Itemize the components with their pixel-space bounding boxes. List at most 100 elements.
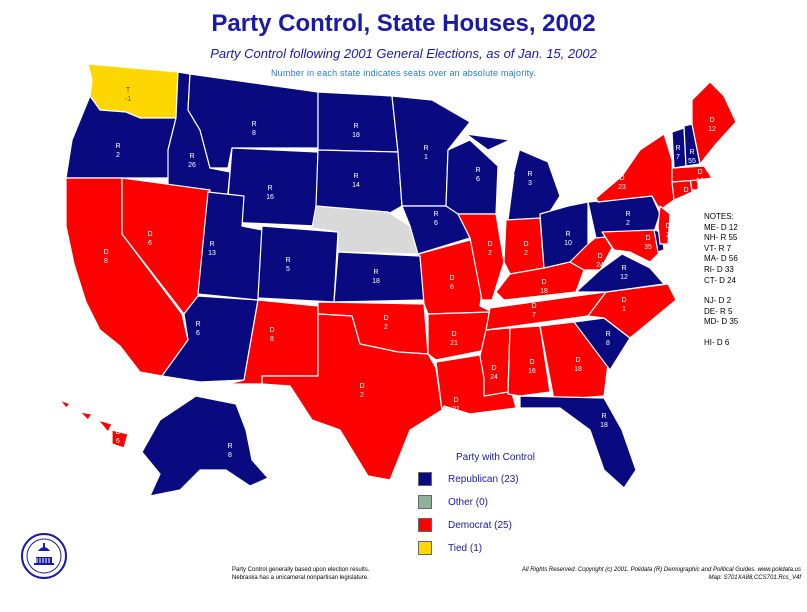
notes-heading: NOTES: [704,212,734,221]
state-label-va: R 12 [620,265,628,281]
state-ma[interactable] [671,165,713,183]
state-label-id: R 26 [188,153,196,169]
legend-label-republican: Republican (23) [448,473,519,485]
state-label-ut: R 13 [208,241,216,257]
legend-label-democrat: Democrat (25) [448,519,512,531]
state-label-ct: D 24 [682,187,690,203]
note-line: MA- D 56 [704,254,738,264]
footnote-line-1: Party Control generally based upon elect… [232,567,370,573]
state-sd[interactable] [315,149,403,215]
state-label-wa: T -1 [125,87,131,103]
state-nj[interactable] [657,205,671,245]
legend-label-tied: Tied (1) [448,542,483,554]
state-fl[interactable] [519,395,637,489]
state-nd[interactable] [317,91,399,153]
state-label-nd: R 18 [352,123,360,139]
state-ga[interactable] [539,321,609,401]
state-label-ga: D 18 [574,357,582,373]
state-label-wy: R 16 [266,185,274,201]
state-ak[interactable] [141,395,269,497]
state-label-md: D 35 [644,235,652,251]
state-me[interactable] [691,81,737,165]
footnote: Party Control generally based upon elect… [232,566,369,582]
legend-item-tied: Tied (1) [418,541,482,555]
note-line: ME- D 12 [704,222,738,232]
state-label-ar: D 21 [450,331,458,347]
state-label-ma: D 56 [696,169,704,185]
state-wi[interactable] [445,139,499,215]
note-line: VT- R 7 [704,243,732,253]
map-code: Map: S701XA88,CCS701.Rcs_V4f [708,575,801,581]
notes-panel: NOTES: ME- D 12 NH- R 55 VT- R 7 MA- D 56 RI… [704,212,738,349]
state-hi[interactable] [59,399,129,449]
legend-title: Party with Control [456,452,535,463]
state-label-la: D 21 [452,397,460,413]
note-line: NJ- D 2 [704,296,732,306]
state-label-fl: R 18 [600,413,608,429]
legend-label-other: Other (0) [448,496,489,508]
state-al[interactable] [507,325,551,397]
legend-item-republican: Republican (23) [418,472,519,486]
state-ms[interactable] [479,327,511,397]
copyright-line-1: All Rights Reserved. Copyright (c) 2001.… [521,567,801,573]
capitol-seal-icon [21,533,67,579]
legend-swatch-republican [418,472,432,486]
state-tx[interactable] [261,313,443,481]
note-line: DE- R 5 [704,306,733,316]
state-label-ny: D 23 [618,175,626,191]
state-label-sd: R 14 [352,173,360,189]
state-ar[interactable] [427,311,493,361]
note-line: RI- D 33 [704,264,734,274]
state-ks[interactable] [333,251,425,303]
legend-swatch-tied [418,541,432,555]
page-title: Party Control, State Houses, 2002 [211,10,596,37]
state-ne[interactable] [311,205,419,255]
footnote-line-2: Nebraska has a unicameral nonpartisan le… [232,575,369,581]
note-line: MD- D 35 [704,317,739,327]
copyright-notice: All Rights Reserved. Copyright (c) 2001.… [522,566,801,582]
state-label-ks: R 18 [372,269,380,285]
state-label-ky: D 18 [540,279,548,295]
state-label-nh: R 55 [688,149,696,165]
legend-item-democrat: Democrat (25) [418,518,512,532]
state-label-oh: R 10 [564,231,572,247]
state-label-ms: D 24 [490,365,498,381]
state-il[interactable] [457,213,505,301]
state-label-al: D 16 [528,359,536,375]
state-label-wv: D 24 [596,253,604,269]
majority-note: Number in each state indicates seats ove… [270,68,537,78]
state-label-me: D 12 [708,117,716,133]
legend-swatch-other [418,495,432,509]
legend-item-other: Other (0) [418,495,488,509]
state-mi[interactable] [465,133,561,221]
page-subtitle: Party Control following 2001 General Ele… [210,46,597,61]
note-line: CT- D 24 [704,275,737,285]
party-legend: Party with Control Republican (23) Other … [412,450,592,590]
note-line: HI- D 6 [704,337,730,347]
state-co[interactable] [257,225,339,303]
